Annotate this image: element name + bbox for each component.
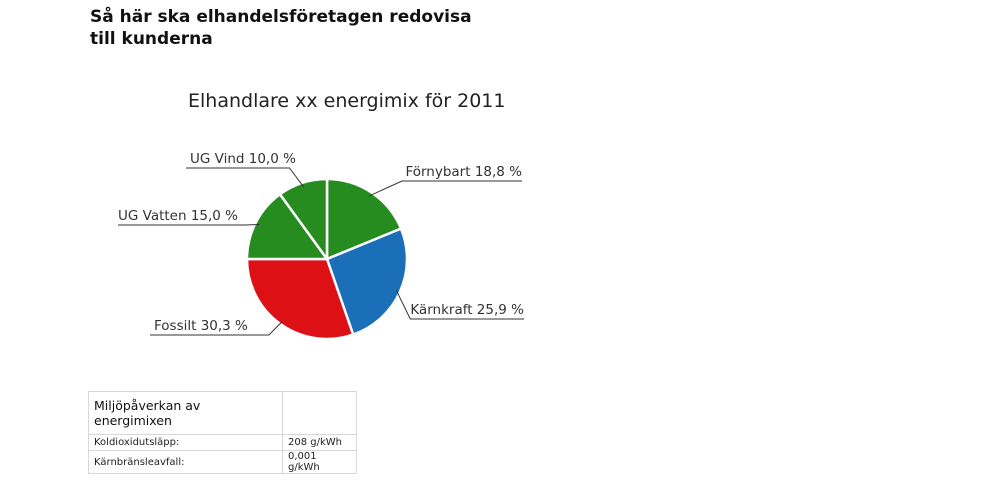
impact-value: 208 g/kWh: [282, 434, 357, 451]
pie-slice: [278, 177, 329, 261]
leader-line: [395, 290, 524, 320]
pie-labels: Förnybart 18,8 % Kärnkraft 25,9 % Fossilt …: [118, 151, 524, 336]
slice-label: Kärnkraft 25,9 %: [410, 302, 524, 318]
leader-line: [118, 224, 260, 226]
impact-value: 0,001 g/kWh: [282, 450, 357, 474]
table-row: Kärnbränsleavfall: 0,001 g/kWh: [88, 450, 357, 474]
slice-label: Förnybart 18,8 %: [405, 164, 522, 180]
slice-label: UG Vatten 15,0 %: [118, 208, 238, 224]
pie-slice: [245, 193, 329, 261]
leader-line: [186, 167, 304, 187]
pie-slice: [325, 227, 409, 336]
table-row: Koldioxidutsläpp: 208 g/kWh: [88, 434, 357, 451]
pie-chart: Elhandlare xx energimix för 2011 Förnyba…: [118, 90, 524, 341]
impact-table-header-row: Miljöpåverkan av energimixen: [88, 391, 357, 435]
impact-label: Koldioxidutsläpp:: [88, 434, 283, 451]
pie-slice: [245, 257, 355, 341]
headline: Så här ska elhandelsföretagen redovisa t…: [90, 7, 472, 49]
pie-chart-svg: Elhandlare xx energimix för 2011 Förnyba…: [118, 90, 524, 341]
leader-line: [150, 320, 284, 336]
impact-table-heading-empty: [282, 391, 357, 435]
impact-table-heading: Miljöpåverkan av energimixen: [88, 391, 283, 435]
pie-slice: [325, 177, 403, 261]
pie-slices: [245, 177, 409, 341]
impact-label: Kärnbränsleavfall:: [88, 450, 283, 474]
chart-title: Elhandlare xx energimix för 2011: [188, 90, 505, 112]
slice-label: UG Vind 10,0 %: [190, 151, 296, 167]
slice-label: Fossilt 30,3 %: [154, 318, 248, 334]
impact-table: Miljöpåverkan av energimixen Koldioxidut…: [88, 391, 357, 474]
leader-line: [369, 180, 522, 197]
